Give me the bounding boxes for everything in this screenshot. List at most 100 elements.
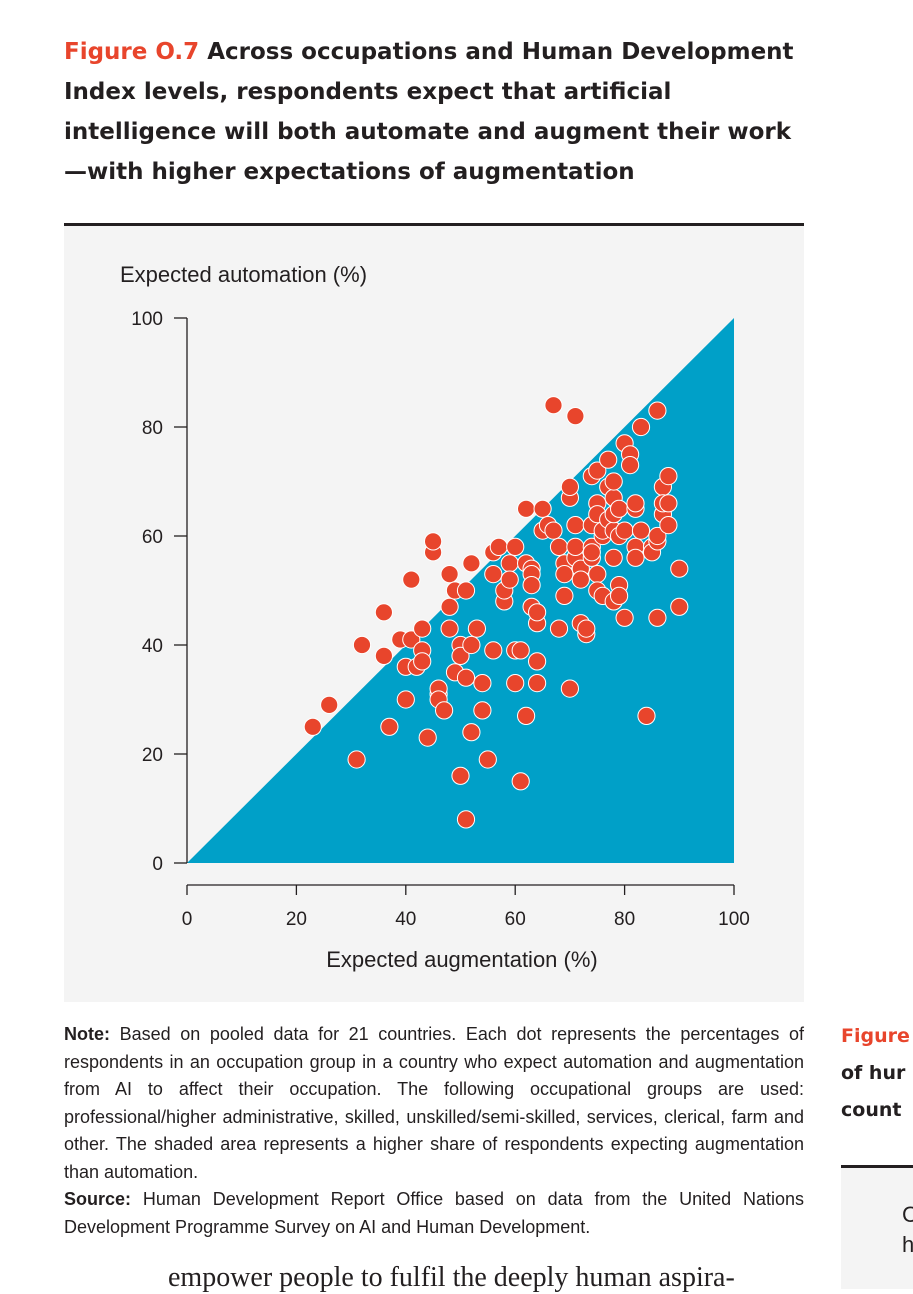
data-point xyxy=(462,554,481,573)
data-point xyxy=(566,516,585,535)
data-point xyxy=(588,565,607,584)
y-tick-label: 0 xyxy=(152,854,163,875)
data-point xyxy=(456,581,476,600)
body-text-fragment: empower people to fulfil the deeply huma… xyxy=(168,1262,735,1293)
data-point xyxy=(462,635,481,655)
data-point xyxy=(352,635,372,655)
data-point xyxy=(380,717,399,736)
data-point xyxy=(659,516,678,535)
x-tick-label: 0 xyxy=(182,909,193,930)
data-point xyxy=(588,461,607,480)
data-point xyxy=(659,467,678,486)
figure-title-text: Across occupations and Human Development… xyxy=(64,39,794,185)
figure-note: Note: Based on pooled data for 21 countr… xyxy=(64,1021,804,1241)
data-point xyxy=(571,570,590,589)
data-point xyxy=(599,450,618,469)
data-point xyxy=(435,701,454,720)
data-point xyxy=(418,728,437,747)
data-point xyxy=(528,652,547,671)
data-point xyxy=(462,723,481,742)
x-tick-label: 20 xyxy=(286,909,307,930)
data-point xyxy=(500,570,519,589)
adjacent-figure-title: Figure of hur count xyxy=(841,1018,913,1129)
data-point xyxy=(626,494,645,513)
data-point xyxy=(451,766,470,785)
data-point xyxy=(555,565,574,584)
note-label: Note: xyxy=(64,1024,110,1044)
adjacent-figure-line-2: of hur xyxy=(841,1062,906,1084)
data-point xyxy=(626,548,645,567)
x-tick-label: 60 xyxy=(505,909,526,930)
data-point xyxy=(615,608,634,627)
data-point xyxy=(631,417,651,437)
data-point xyxy=(637,706,656,725)
data-point xyxy=(473,701,492,720)
note-text: Based on pooled data for 21 countries. E… xyxy=(64,1024,804,1182)
data-point xyxy=(402,570,421,589)
data-point xyxy=(621,456,640,475)
y-tick-label: 80 xyxy=(142,418,163,439)
adjacent-figure-rule xyxy=(841,1165,913,1168)
adjacent-panel-char-1: C xyxy=(902,1202,913,1227)
data-point xyxy=(670,559,689,578)
data-point xyxy=(648,526,667,546)
adjacent-figure-label: Figure xyxy=(841,1025,910,1047)
data-point xyxy=(396,690,415,709)
data-point xyxy=(517,706,536,725)
data-point xyxy=(566,407,585,426)
x-tick-label: 100 xyxy=(718,909,750,930)
x-axis-label: Expected augmentation (%) xyxy=(326,947,598,972)
data-point xyxy=(424,532,443,551)
data-point xyxy=(500,554,519,573)
data-point xyxy=(549,537,569,556)
data-point xyxy=(604,548,623,567)
data-point xyxy=(402,630,421,649)
data-point xyxy=(506,537,525,556)
data-point xyxy=(413,619,432,638)
data-point xyxy=(413,652,432,671)
data-point xyxy=(604,472,623,491)
data-point xyxy=(506,674,525,693)
data-point xyxy=(522,576,541,595)
data-point xyxy=(440,619,459,638)
title-rule xyxy=(64,223,804,226)
data-point xyxy=(374,603,393,622)
data-point xyxy=(489,537,508,556)
data-point xyxy=(648,608,667,627)
data-point xyxy=(528,674,547,693)
y-tick-label: 60 xyxy=(142,527,163,548)
data-point xyxy=(320,695,339,714)
y-tick-label: 40 xyxy=(142,636,163,657)
data-point xyxy=(615,521,634,540)
figure-label: Figure O.7 xyxy=(64,39,200,65)
adjacent-figure-panel: C h xyxy=(841,1168,913,1289)
data-point xyxy=(528,603,547,622)
data-point xyxy=(473,674,492,693)
y-axis-label: Expected automation (%) xyxy=(120,262,367,287)
scatter-chart: 0 20 40 60 80 100 0 20 40 60 80 100 Expected automa… xyxy=(120,262,750,972)
data-point xyxy=(610,586,629,605)
data-point xyxy=(484,565,503,584)
data-point xyxy=(631,521,651,540)
data-point xyxy=(347,750,366,769)
data-point xyxy=(533,499,552,518)
adjacent-figure-line-3: count xyxy=(841,1099,902,1121)
x-tick-label: 80 xyxy=(614,909,635,930)
source-text: Human Development Report Office based on… xyxy=(64,1189,804,1237)
data-point xyxy=(670,597,689,616)
data-point xyxy=(374,646,393,665)
data-point xyxy=(566,537,585,556)
data-point xyxy=(560,477,579,496)
data-point xyxy=(610,499,629,518)
data-point xyxy=(560,679,579,698)
adjacent-panel-char-2: h xyxy=(902,1232,913,1257)
data-point xyxy=(440,565,459,584)
data-point xyxy=(451,646,470,665)
data-point xyxy=(511,772,530,791)
data-point xyxy=(648,401,667,420)
data-point xyxy=(659,494,678,513)
data-point xyxy=(484,641,503,660)
data-point xyxy=(549,619,569,638)
data-point xyxy=(544,521,563,540)
y-tick-label: 100 xyxy=(131,309,163,330)
